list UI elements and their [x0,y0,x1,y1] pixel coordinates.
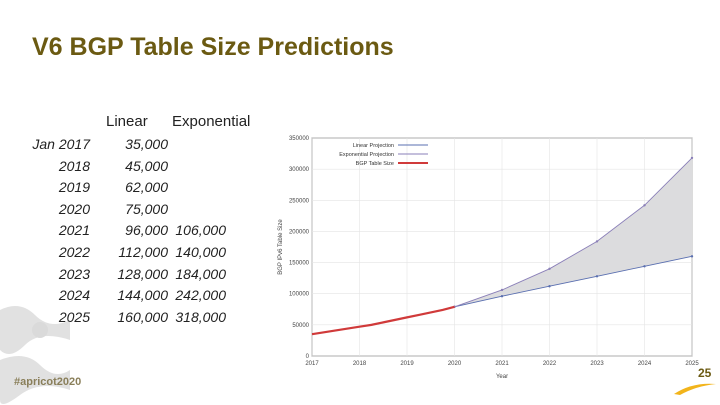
slide-title: V6 BGP Table Size Predictions [32,33,394,61]
y-axis-label: BGP IPv6 Table Size [278,219,284,275]
x-tick-label: 2023 [590,361,604,367]
header-linear: Linear [106,113,148,130]
table-year-cell: 2019 [58,179,90,196]
table-year-cell: 2024 [58,287,90,304]
legend-label: Linear Projection [353,143,394,149]
table-exponential-cell: 140,000 [175,244,226,260]
table-linear-cell: 45,000 [125,157,168,174]
y-tick-label: 150000 [289,261,310,267]
series-line [454,157,693,308]
table-linear-cell: 75,000 [125,200,168,217]
y-tick-label: 0 [306,354,310,360]
y-tick-label: 100000 [289,292,310,298]
series-point [643,204,646,207]
series-point [690,156,694,160]
series-point [595,275,599,278]
footer-hashtag: #apricot2020 [14,376,82,388]
legend-label: Exponential Projection [339,152,394,158]
series-point [548,267,551,270]
x-axis-label: Year [496,374,508,380]
decorative-pattern [0,306,70,404]
y-tick-label: 250000 [289,198,310,204]
table-exponential-cell: 106,000 [175,222,226,239]
series-point [548,285,551,288]
y-tick-label: 50000 [292,323,309,329]
legend-label: BGP Table Size [356,161,394,167]
x-tick-label: 2021 [495,361,509,367]
header-exponential: Exponential [172,113,251,130]
table-linear-cell: 112,000 [118,244,168,260]
series-line [454,255,693,308]
series-point [643,265,646,268]
table-year-cell: 2018 [58,157,90,174]
series-line [311,305,455,336]
series-point [500,295,504,298]
x-tick-label: 2024 [638,361,652,367]
x-tick-label: 2018 [353,361,367,367]
table-year-cell: 2021 [58,222,90,239]
series-point [595,240,599,243]
x-tick-label: 2025 [685,361,699,367]
table-year-cell: 2022 [58,244,90,260]
page-number: 25 [698,366,712,380]
series-point [500,288,504,292]
x-tick-label: 2022 [543,361,557,367]
table-linear-cell: 160,000 [117,308,168,325]
table-exponential-cell: 184,000 [175,265,226,282]
table-linear-cell: 144,000 [117,287,168,304]
bgp-table-size-chart: 0 50000 100000 150000 200000 250000 300000 3500… [278,136,699,380]
table-exponential-cell: 242,000 [175,287,226,304]
series-point [690,255,694,258]
x-tick-label: 2017 [305,361,319,367]
x-tick-label: 2019 [400,361,414,367]
projection-band [454,157,692,307]
table-exponential-cell: 318,000 [175,308,226,325]
y-tick-label: 300000 [289,167,310,173]
table-year-cell: 2025 [58,308,90,325]
table-year-cell: Jan 2017 [32,136,90,152]
swoosh-logo [674,383,716,395]
y-tick-label: 200000 [289,229,310,235]
table-linear-cell: 128,000 [117,265,168,282]
table-linear-cell: 62,000 [125,179,168,196]
table-linear-cell: 96,000 [125,222,168,239]
table-year-cell: 2020 [58,200,90,217]
y-tick-label: 350000 [289,136,310,142]
table-linear-cell: 35,000 [125,136,168,152]
x-tick-label: 2020 [448,361,462,367]
table-year-cell: 2023 [58,265,90,282]
